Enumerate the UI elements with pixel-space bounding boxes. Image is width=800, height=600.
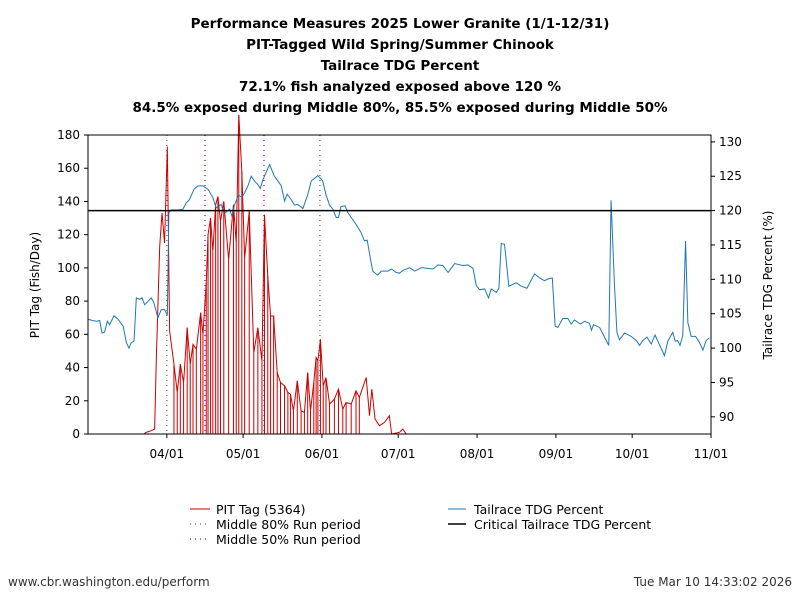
y2-tick-label: 95 [719,375,734,389]
title-line: PIT-Tagged Wild Spring/Summer Chinook [246,37,555,53]
legend: PIT Tag (5364) Middle 80% Run period Mid… [190,502,651,547]
chart-title: Performance Measures 2025 Lower Granite … [132,16,668,116]
y2-tick-label: 120 [719,204,742,218]
footer-timestamp: Tue Mar 10 14:33:02 2026 [633,575,792,589]
y-tick-label: 60 [65,327,80,341]
tdg-line [87,163,710,358]
y-tick-label: 180 [57,128,80,142]
x-tick-label: 07/01 [381,447,416,461]
title-line: Tailrace TDG Percent [321,58,480,74]
y2-axis-label: Tailrace TDG Percent (%) [761,211,775,361]
y-axis-label: PIT Tag (Fish/Day) [28,232,42,338]
legend-label-critical: Critical Tailrace TDG Percent [474,517,651,532]
x-tick-label: 10/01 [615,447,650,461]
y-tick-label: 80 [65,294,80,308]
y-tick-label: 0 [72,427,80,441]
y2-tick-label: 115 [719,238,742,252]
y2-tick-label: 90 [719,410,734,424]
x-tick-label: 06/01 [305,447,340,461]
y2-tick-label: 125 [719,169,742,183]
y-tick-label: 40 [65,361,80,375]
y-tick-label: 140 [57,194,80,208]
x-tick-label: 11/01 [694,447,729,461]
y2-tick-label: 110 [719,272,742,286]
title-line: Performance Measures 2025 Lower Granite … [191,16,610,32]
x-tick-label: 08/01 [460,447,495,461]
x-tick-label: 05/01 [226,447,261,461]
title-line: 84.5% exposed during Middle 80%, 85.5% e… [132,100,668,116]
x-tick-label: 04/01 [150,447,185,461]
pit-tag-line [143,115,407,435]
plot-frame [87,134,712,435]
y-tick-label: 100 [57,261,80,275]
y-tick-label: 160 [57,161,80,175]
y2-tick-label: 105 [719,307,742,321]
x-tick-label: 09/01 [539,447,574,461]
legend-label-middle-50: Middle 50% Run period [216,532,361,547]
y-tick-label: 20 [65,394,80,408]
y2-tick-label: 100 [719,341,742,355]
y-tick-label: 120 [57,228,80,242]
plot-area [87,115,711,435]
legend-label-middle-80: Middle 80% Run period [216,517,361,532]
y2-tick-label: 130 [719,135,742,149]
axes: 04/01 05/01 06/01 07/01 08/01 09/01 10/01 11/01… [57,128,742,461]
legend-label-tdg: Tailrace TDG Percent [473,502,604,517]
footer-url[interactable]: www.cbr.washington.edu/perform [8,575,210,589]
legend-label-pit: PIT Tag (5364) [216,502,306,517]
title-line: 72.1% fish analyzed exposed above 120 % [239,79,561,95]
